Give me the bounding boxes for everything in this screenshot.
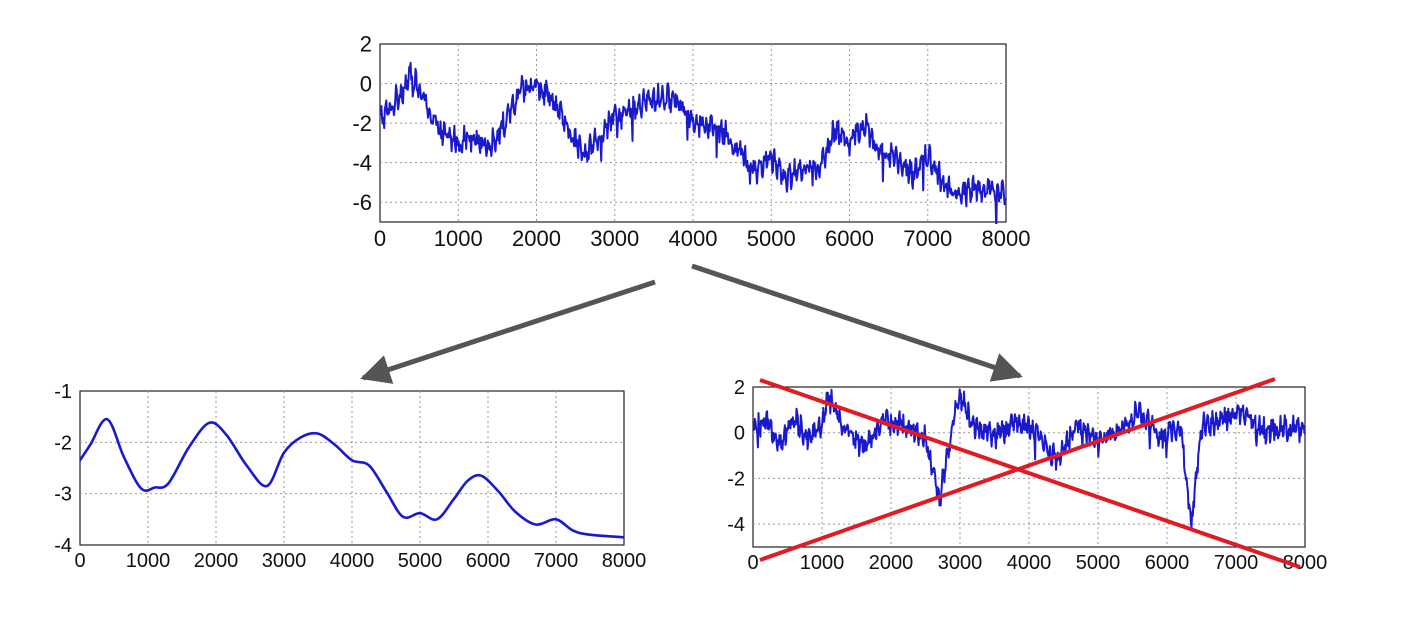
y-tick-label: -4 (727, 514, 745, 536)
x-tick-label: 6000 (466, 550, 511, 572)
x-tick-label: 7000 (1214, 552, 1259, 574)
y-tick-label: -2 (727, 468, 745, 490)
x-tick-label: 5000 (747, 226, 796, 251)
crossed-out-mark (759, 377, 1301, 569)
y-tick-label: -4 (54, 535, 72, 557)
y-tick-label: 0 (360, 71, 372, 96)
flow-arrows (360, 263, 1023, 384)
x-tick-label: 2000 (512, 226, 561, 251)
y-tick-label: 0 (734, 423, 745, 445)
x-tick-label: 7000 (903, 226, 952, 251)
original-signal-chart: 0 1000 2000 3000 4000 5000 6000 7000 8000 2 0 -2 -4 -… (352, 32, 1030, 251)
arrow-to-smoothed (360, 279, 656, 384)
x-tick-label: 8000 (602, 550, 647, 572)
smoothed-signal-chart: 0 1000 2000 3000 4000 5000 6000 7000 8000 -1 -2 -3 -… (54, 381, 646, 572)
x-tick-label: 4000 (330, 550, 375, 572)
x-tick-label: 0 (747, 552, 758, 574)
y-tick-label: -4 (352, 150, 372, 175)
y-tick-label: -2 (54, 432, 72, 454)
y-tick-label: 2 (360, 32, 372, 57)
cross-stroke (759, 378, 1301, 569)
x-tick-label: 3000 (590, 226, 639, 251)
x-tick-label: 2000 (869, 552, 914, 574)
x-tick-label: 5000 (1076, 552, 1121, 574)
series-line (80, 417, 624, 539)
x-tick-label: 4000 (1007, 552, 1052, 574)
x-tick-label: 3000 (262, 550, 307, 572)
x-tick-label: 4000 (669, 226, 718, 251)
x-tick-label: 8000 (982, 226, 1031, 251)
x-tick-label: 3000 (938, 552, 983, 574)
x-tick-label: 2000 (194, 550, 239, 572)
y-tick-label: -1 (54, 381, 72, 403)
arrow-to-residual (691, 263, 1023, 382)
x-tick-label: 6000 (1145, 552, 1190, 574)
x-tick-label: 8000 (1283, 552, 1328, 574)
x-tick-label: 7000 (534, 550, 579, 572)
plot-area (379, 43, 1007, 223)
y-tick-label: -6 (352, 190, 372, 215)
x-tick-label: 1000 (434, 226, 483, 251)
x-tick-label: 0 (374, 226, 386, 251)
series-line (380, 61, 1006, 224)
y-tick-label: 2 (734, 377, 745, 399)
x-tick-label: 1000 (800, 552, 845, 574)
x-tick-label: 1000 (126, 550, 171, 572)
y-tick-label: -2 (352, 111, 372, 136)
x-tick-label: 0 (74, 550, 85, 572)
x-tick-label: 5000 (398, 550, 443, 572)
y-tick-label: -3 (54, 484, 72, 506)
x-tick-label: 6000 (825, 226, 874, 251)
cross-stroke (759, 377, 1276, 562)
series-line (753, 388, 1305, 529)
